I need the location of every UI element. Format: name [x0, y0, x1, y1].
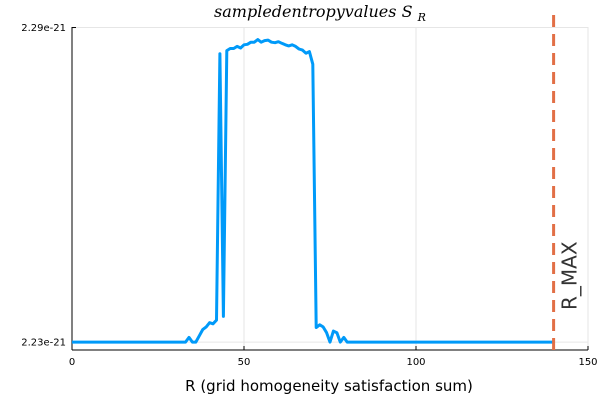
- title-subscript: R: [417, 11, 426, 24]
- y-axis-line: [71, 27, 73, 350]
- ticks: 0 50 100 150 2.23e-21 2.29e-21: [21, 23, 597, 368]
- y-tick-label: 2.29e-21: [21, 23, 66, 34]
- y-tick-label: 2.23e-21: [21, 338, 66, 349]
- title-symbol: S: [402, 2, 413, 21]
- x-tick-label: 50: [238, 357, 251, 368]
- x-tick-label: 100: [406, 357, 425, 368]
- grid: [71, 27, 589, 350]
- series-line-entropy: [72, 38, 554, 344]
- x-axis-label: R (grid homogeneity satisfaction sum): [185, 377, 473, 395]
- chart-title: sampledentropyvalues S R: [214, 2, 426, 24]
- title-main: sampledentropyvalues: [214, 2, 396, 21]
- x-tick-label: 150: [578, 357, 597, 368]
- x-tick-label: 0: [69, 357, 75, 368]
- r-max-label: R_MAX: [558, 241, 582, 310]
- x-axis-line: [72, 349, 588, 351]
